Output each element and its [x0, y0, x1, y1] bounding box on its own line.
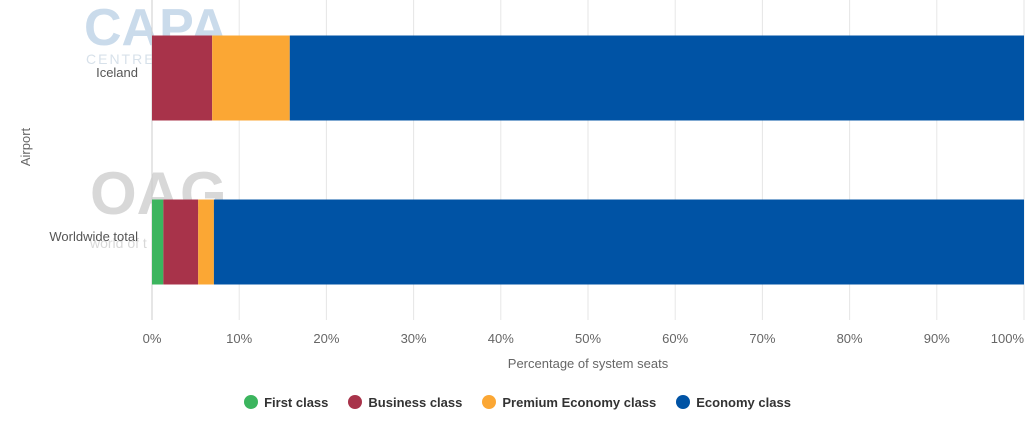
x-tick-label: 10% [226, 331, 252, 346]
legend-label: Premium Economy class [502, 395, 656, 410]
chart-svg: CAPA CENTRE OAG world of t IcelandWorldw… [0, 0, 1035, 392]
bar-segment[interactable] [212, 36, 290, 121]
y-axis-title: Airport [18, 127, 33, 166]
x-tick-label: 100% [991, 331, 1025, 346]
legend-item[interactable]: Premium Economy class [482, 395, 656, 410]
bar-segment[interactable] [152, 200, 163, 285]
legend-item[interactable]: Economy class [676, 395, 791, 410]
legend-item[interactable]: First class [244, 395, 328, 410]
x-tick-label: 70% [749, 331, 775, 346]
legend: First class Business class Premium Economy… [0, 392, 1035, 412]
bar-segment[interactable] [163, 200, 198, 285]
legend-label: First class [264, 395, 328, 410]
x-tick-labels: 0% 10% 20% 30% 40% 50% 60% 70% 80% 90% 100% [143, 331, 1025, 346]
legend-label: Business class [368, 395, 462, 410]
x-tick-label: 20% [313, 331, 339, 346]
bar-segment[interactable] [152, 36, 212, 121]
legend-item[interactable]: Business class [348, 395, 462, 410]
x-tick-label: 60% [662, 331, 688, 346]
legend-swatch [482, 395, 496, 409]
chart: CAPA CENTRE OAG world of t Iceland Worldw… [0, 0, 1035, 422]
legend-swatch [676, 395, 690, 409]
legend-swatch [348, 395, 362, 409]
legend-label: Economy class [696, 395, 791, 410]
x-tick-label: 50% [575, 331, 601, 346]
legend-swatch [244, 395, 258, 409]
bar-segment[interactable] [214, 200, 1024, 285]
bar-segment[interactable] [290, 36, 1024, 121]
x-tick-label: 0% [143, 331, 162, 346]
x-axis-title: Percentage of system seats [508, 356, 669, 371]
category-label: Worldwide total [49, 229, 138, 244]
x-tick-label: 90% [924, 331, 950, 346]
x-tick-label: 40% [488, 331, 514, 346]
bar-segment[interactable] [198, 200, 214, 285]
x-tick-label: 30% [401, 331, 427, 346]
x-tick-label: 80% [837, 331, 863, 346]
category-label: Iceland [96, 65, 138, 80]
